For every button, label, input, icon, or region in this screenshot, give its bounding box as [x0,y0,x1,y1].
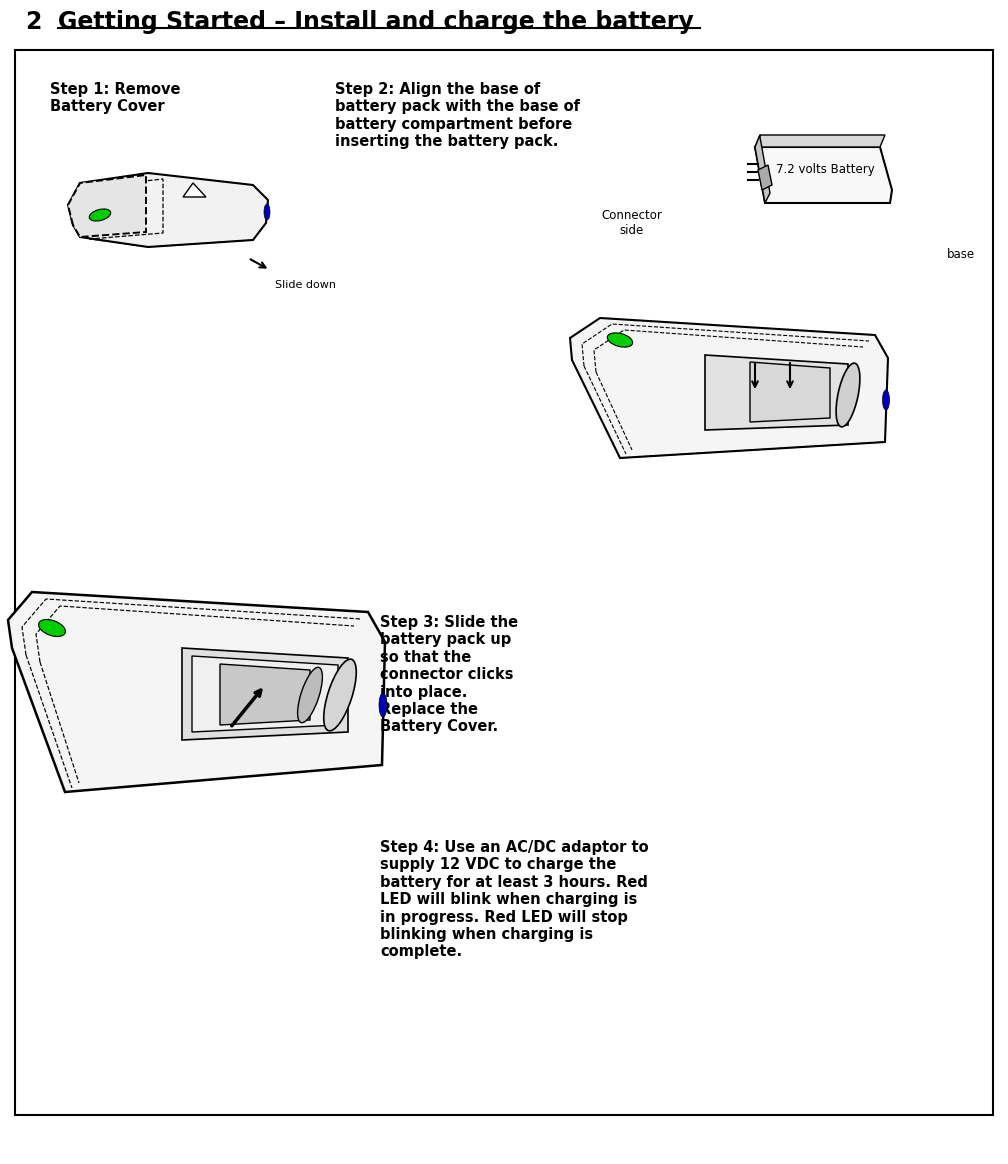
Text: 7.2 volts Battery: 7.2 volts Battery [775,163,874,177]
Polygon shape [183,183,206,197]
Polygon shape [8,592,385,792]
Polygon shape [755,147,892,203]
Ellipse shape [264,204,270,220]
Text: 2: 2 [25,10,41,34]
Ellipse shape [608,333,633,347]
Polygon shape [192,656,338,732]
Ellipse shape [836,363,860,427]
Ellipse shape [90,210,111,221]
Ellipse shape [882,390,889,410]
Polygon shape [755,135,885,147]
Text: Step 4: Use an AC/DC adaptor to
supply 12 VDC to charge the
battery for at least: Step 4: Use an AC/DC adaptor to supply 1… [380,840,648,959]
Polygon shape [68,175,146,237]
FancyBboxPatch shape [15,50,993,1115]
Ellipse shape [38,619,66,637]
Text: Step 3: Slide the
battery pack up
so that the
connector clicks
into place.
Repla: Step 3: Slide the battery pack up so tha… [380,615,518,734]
Text: base: base [947,248,975,262]
Text: Step 1: Remove
Battery Cover: Step 1: Remove Battery Cover [50,81,180,114]
Ellipse shape [324,659,356,731]
Polygon shape [182,648,348,740]
Ellipse shape [379,693,387,717]
Text: Getting Started – Install and charge the battery: Getting Started – Install and charge the… [58,10,694,34]
Polygon shape [220,663,310,725]
Polygon shape [570,318,888,457]
Polygon shape [68,173,268,247]
Text: Connector
side: Connector side [602,210,662,237]
Polygon shape [750,362,830,423]
Polygon shape [755,135,770,203]
Polygon shape [705,355,848,430]
Text: Step 2: Align the base of
battery pack with the base of
battery compartment befo: Step 2: Align the base of battery pack w… [335,81,580,149]
Ellipse shape [297,667,323,723]
Polygon shape [758,165,772,190]
Text: Slide down: Slide down [275,281,336,290]
